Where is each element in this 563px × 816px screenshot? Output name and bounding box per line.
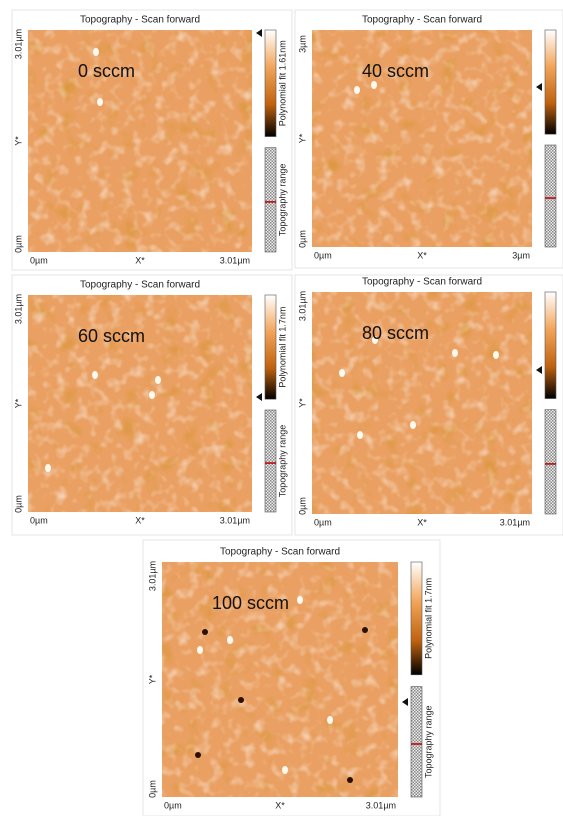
bright-spot [45,464,51,472]
sample-label: 100 sccm [212,593,289,613]
y-axis-label: 3.01µm [13,29,23,59]
y-axis-label: Y* [13,398,23,408]
x-axis-label: 0µm [164,800,182,810]
y-axis-label: 0µm [13,235,23,253]
bright-spot [149,391,155,399]
sample-label: 0 sccm [78,61,135,81]
x-axis-label: 0µm [314,517,332,527]
bright-spot [97,98,103,106]
sample-label: 40 sccm [362,61,429,81]
x-axis-label: 0µm [30,255,48,265]
bright-spot [410,421,416,429]
sample-label: 60 sccm [78,326,145,346]
y-axis-label: Y* [297,133,307,143]
panel-title: Topography - Scan forward [220,547,340,558]
bright-spot [357,431,363,439]
dark-spot [362,627,368,633]
y-axis-label: 3.01µm [297,291,307,321]
x-axis-label: 0µm [314,250,332,260]
figure: Topography - Scan forward 0 sccm 3.01µm Y* 0… [0,0,563,816]
bright-spot [155,376,161,384]
y-axis-label: 3µm [297,35,307,53]
colorbar-label: Polynomial fit 1.7nm [277,307,287,388]
y-axis-label: 3.01µm [147,561,157,591]
colorbar [265,295,276,399]
panel-title: Topography - Scan forward [362,15,482,26]
range-label: Topography range [277,164,287,237]
range-bar [265,148,276,252]
panel-title: Topography - Scan forward [80,15,200,26]
x-axis-label: 3.01µm [500,517,530,527]
bright-spot [493,351,499,359]
y-axis-label: Y* [297,398,307,408]
x-axis-label: X* [135,515,145,525]
dark-spot [202,629,208,635]
bright-spot [354,86,360,94]
dark-spot [195,752,201,758]
bright-spot [92,371,98,379]
y-axis-label: 0µm [297,497,307,515]
x-axis-label: 3.01µm [220,515,250,525]
colorbar-label: Polynomial fit 1.7nm [423,578,433,659]
x-axis-label: X* [417,517,427,527]
bright-spot [452,349,458,357]
panel-title: Topography - Scan forward [362,277,482,288]
dark-spot [347,777,353,783]
bright-spot [93,48,99,56]
y-axis-label: Y* [147,674,157,684]
colorbar [545,292,556,399]
range-bar [411,687,422,797]
y-axis-label: 3.01µm [13,294,23,324]
dark-spot [238,697,244,703]
x-axis-label: 3.01µm [366,800,396,810]
colorbar [545,30,556,134]
bright-spot [339,369,345,377]
colorbar [265,30,276,137]
bright-spot [197,646,203,654]
x-axis-label: 0µm [30,515,48,525]
y-axis-label: 0µm [147,780,157,798]
sample-label: 80 sccm [362,323,429,343]
bright-spot [371,81,377,89]
range-label: Topography range [277,425,287,498]
colorbar [411,562,422,675]
range-bar [545,410,556,514]
bright-spot [327,716,333,724]
y-axis-label: 0µm [13,495,23,513]
x-axis-label: X* [417,250,427,260]
range-bar [265,410,276,512]
x-axis-label: 3.01µm [220,255,250,265]
x-axis-label: X* [135,255,145,265]
bright-spot [297,596,303,604]
panel-title: Topography - Scan forward [80,280,200,291]
colorbar-label: Polynomial fit 1.61nm [277,40,287,126]
scan-texture-dark [28,30,252,252]
bright-spot [227,636,233,644]
x-axis-label: 3µm [512,250,530,260]
range-label: Topography range [423,705,433,778]
range-bar [545,145,556,247]
y-axis-label: Y* [13,136,23,146]
x-axis-label: X* [275,800,285,810]
bright-spot [282,766,288,774]
y-axis-label: 0µm [297,230,307,248]
